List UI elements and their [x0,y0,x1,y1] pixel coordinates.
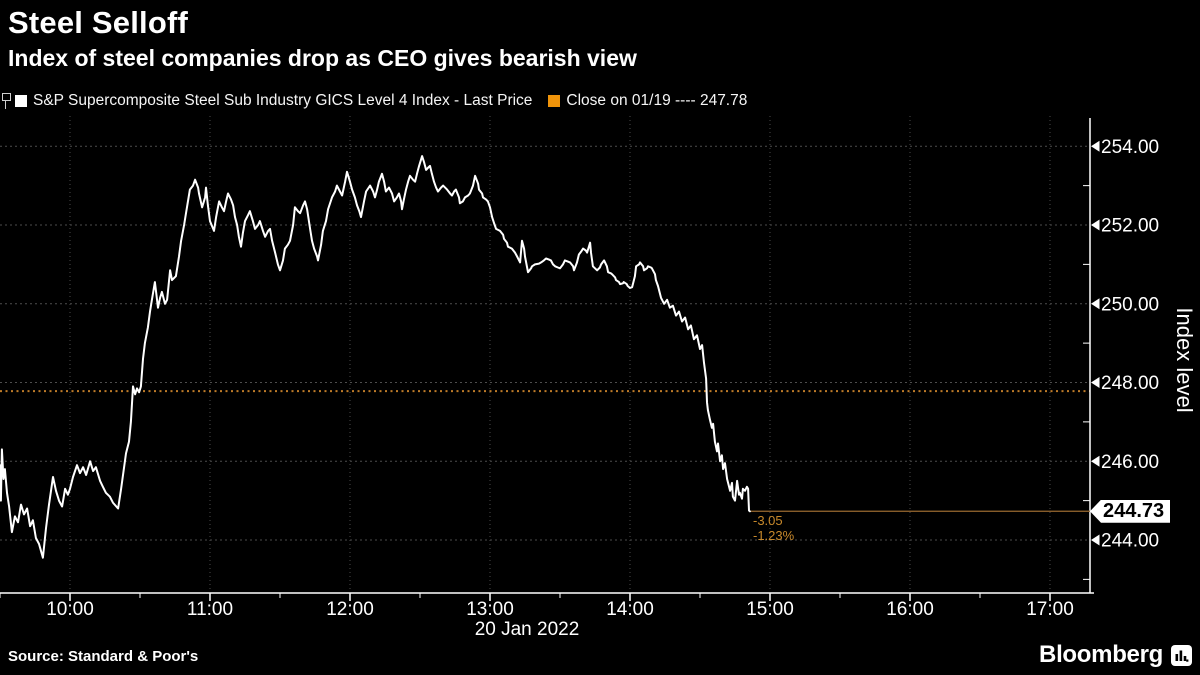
chart-subtitle: Index of steel companies drop as CEO giv… [8,45,637,71]
y-tick-arrow [1091,140,1100,152]
x-tick-label: 10:00 [46,599,94,620]
y-tick-label: 250.00 [1101,294,1159,315]
y-tick-label: 248.00 [1101,373,1159,394]
series-swatch-icon [15,95,27,107]
bloomberg-logo: Bloomberg [1039,641,1192,669]
x-tick-label: 14:00 [606,599,654,620]
x-tick-label: 13:00 [466,599,514,620]
legend: S&P Supercomposite Steel Sub Industry GI… [2,91,763,111]
y-tick-label: 244.00 [1101,531,1159,552]
y-tick-arrow [1091,298,1100,310]
y-axis-title: Index level [1172,307,1197,413]
close-legend-label: Close on 01/19 ---- 247.78 [566,92,748,109]
chart-title: Steel Selloff [8,5,189,40]
last-price-tag: 244.73 [1090,499,1171,523]
y-tick-arrow [1091,455,1100,467]
x-tick-label: 12:00 [326,599,374,620]
x-tick-label: 17:00 [1026,599,1074,620]
y-tick-arrow [1091,377,1100,388]
net-change-annotation: -3.05 [753,513,783,528]
x-axis-date-label: 20 Jan 2022 [474,619,580,640]
source-attribution: Source: Standard & Poor's [8,648,199,665]
annotation-marker-icon [2,93,11,109]
bloomberg-terminal-icon [1171,644,1192,666]
price-series-line [0,155,751,559]
y-tick-label: 254.00 [1101,137,1159,158]
y-tick-arrow [1091,219,1100,231]
series-legend-label: S&P Supercomposite Steel Sub Industry GI… [33,92,533,109]
y-tick-label: 252.00 [1101,216,1159,237]
x-tick-label: 11:00 [187,599,233,620]
y-tick-label: 246.00 [1101,452,1159,473]
y-tick-arrow [1091,534,1100,546]
x-tick-label: 16:00 [886,599,934,620]
pct-change-annotation: -1.23% [753,528,795,543]
x-tick-label: 15:00 [746,599,794,620]
close-swatch-icon [548,95,561,107]
bloomberg-wordmark: Bloomberg [1039,641,1163,668]
